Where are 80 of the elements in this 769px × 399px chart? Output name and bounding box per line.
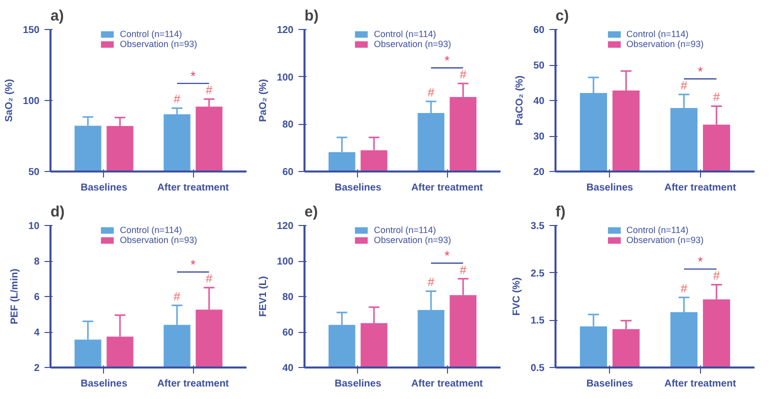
y-tick-label: 0.5 — [530, 363, 545, 374]
y-tick-label: 2.5 — [530, 268, 545, 280]
annotation: # — [680, 78, 688, 92]
legend-label: Observation (n=93) — [120, 39, 198, 49]
x-tick-label: After treatment — [664, 378, 737, 390]
chart-title: a) — [50, 8, 64, 24]
annotation: # — [174, 289, 181, 304]
legend-label: Control (n=114) — [120, 225, 182, 235]
y-axis-title: SaO₂ (%) — [4, 79, 15, 122]
y-tick-label: 120 — [276, 221, 294, 232]
y-axis-title: FVC (%) — [512, 277, 523, 316]
annotation: * — [190, 68, 196, 84]
annotation: * — [698, 254, 703, 270]
y-axis-title: PaCO₂ (%) — [514, 75, 526, 126]
annotation: * — [444, 248, 450, 264]
y-axis-title: FEV1 (L) — [258, 276, 269, 317]
annotation: # — [680, 281, 688, 296]
x-tick-label: After treatment — [157, 182, 230, 194]
annotation: # — [206, 83, 213, 98]
legend-label: Control (n=114) — [374, 29, 436, 39]
chart-title: c) — [556, 8, 569, 24]
y-tick-label: 150 — [22, 25, 40, 36]
annotation: # — [174, 92, 181, 106]
y-tick-label: 100 — [276, 72, 294, 84]
x-tick-label: After treatment — [411, 378, 484, 390]
legend-label: Control (n=114) — [120, 29, 182, 39]
chart-title: f) — [556, 204, 566, 220]
annotation: # — [428, 85, 435, 100]
y-tick-label: 3.5 — [530, 221, 545, 232]
legend-label: Control (n=114) — [374, 225, 436, 235]
annotation: # — [460, 67, 467, 82]
y-tick-label: 100 — [276, 256, 294, 268]
x-tick-label: Baselines — [334, 378, 382, 390]
y-tick-label: 120 — [276, 25, 294, 36]
y-tick-label: 4 — [34, 328, 40, 338]
y-tick-label: 80 — [282, 292, 294, 303]
y-tick-label: 60 — [282, 167, 294, 178]
legend-label: Observation (n=93) — [374, 39, 452, 49]
y-tick-label: 50 — [533, 60, 545, 72]
annotation: # — [428, 275, 435, 290]
y-tick-label: 1.5 — [530, 316, 545, 327]
y-tick-label: 30 — [533, 132, 545, 142]
annotation: # — [460, 262, 467, 277]
x-tick-label: After treatment — [157, 378, 230, 390]
legend-label: Control (n=114) — [626, 225, 688, 235]
y-tick-label: 10 — [28, 221, 40, 232]
x-tick-label: Baselines — [586, 182, 634, 194]
y-tick-label: 6 — [34, 292, 40, 303]
legend-label: Control (n=114) — [626, 29, 688, 39]
y-axis-title: PaO₂ (%) — [258, 79, 269, 122]
x-tick-label: Baselines — [334, 182, 382, 194]
x-tick-label: Baselines — [586, 378, 634, 390]
annotation: # — [713, 90, 720, 104]
x-tick-label: After treatment — [411, 182, 484, 194]
legend-label: Observation (n=93) — [626, 235, 704, 245]
y-tick-label: 20 — [533, 167, 545, 178]
y-tick-label: 60 — [282, 328, 294, 338]
annotation: # — [713, 268, 720, 283]
y-tick-label: 100 — [22, 96, 40, 107]
legend-label: Observation (n=93) — [626, 39, 704, 49]
annotation: * — [190, 257, 196, 272]
y-tick-label: 8 — [34, 256, 40, 268]
y-tick-label: 40 — [282, 363, 294, 374]
y-tick-label: 2 — [34, 363, 40, 374]
x-tick-label: After treatment — [664, 182, 737, 194]
chart-title: d) — [50, 204, 65, 220]
x-tick-label: Baselines — [80, 378, 128, 390]
legend-label: Observation (n=93) — [374, 235, 452, 245]
y-axis-title: PEF (L/min) — [9, 268, 20, 324]
y-tick-label: 80 — [282, 120, 294, 131]
legend-label: Observation (n=93) — [120, 235, 198, 245]
y-tick-label: 50 — [28, 167, 40, 178]
annotation: * — [444, 52, 450, 68]
annotation: * — [698, 64, 703, 79]
annotation: # — [206, 272, 213, 286]
y-tick-label: 40 — [533, 96, 545, 107]
x-tick-label: Baselines — [80, 182, 128, 194]
y-tick-label: 60 — [533, 25, 545, 36]
chart-title: b) — [304, 8, 319, 24]
chart-title: e) — [304, 204, 318, 220]
